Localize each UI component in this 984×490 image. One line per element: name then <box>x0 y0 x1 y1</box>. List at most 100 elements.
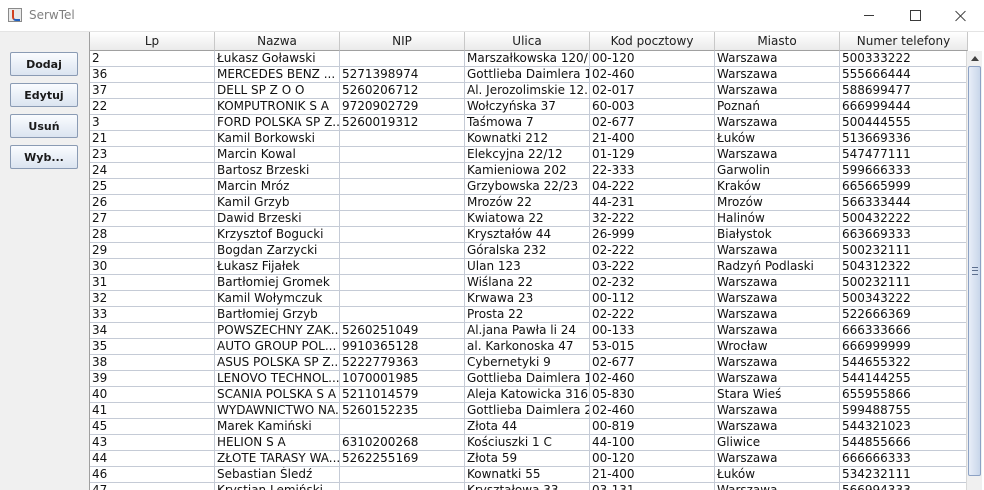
table-row[interactable]: 34 POWSZECHNY ZAK... 5260251049 Al.jana Paw… <box>90 323 968 339</box>
cell-miasto[interactable]: Poznań <box>715 99 840 115</box>
cell-numer-telefony[interactable]: 544321023 <box>840 419 968 435</box>
cell-ulica[interactable]: Krwawa 23 <box>465 291 590 307</box>
cell-miasto[interactable]: Warszawa <box>715 83 840 99</box>
cell-nazwa[interactable]: Bartosz Brzeski <box>215 163 340 179</box>
cell-kod-pocztowy[interactable]: 21-400 <box>590 467 715 483</box>
table-row[interactable]: 47 Krystian Lemiński Kryształowa 33 03-131 W… <box>90 483 968 490</box>
cell-nazwa[interactable]: Bogdan Zarzycki <box>215 243 340 259</box>
cell-miasto[interactable]: Warszawa <box>715 323 840 339</box>
cell-lp[interactable]: 41 <box>90 403 215 419</box>
table-row[interactable]: 33 Bartłomiej Grzyb Prosta 22 02-222 Warszaw… <box>90 307 968 323</box>
cell-ulica[interactable]: Ulan 123 <box>465 259 590 275</box>
cell-nazwa[interactable]: Marcin Mróz <box>215 179 340 195</box>
cell-numer-telefony[interactable]: 666999999 <box>840 339 968 355</box>
cell-kod-pocztowy[interactable]: 21-400 <box>590 131 715 147</box>
cell-nip[interactable]: 9720902729 <box>340 99 465 115</box>
cell-lp[interactable]: 43 <box>90 435 215 451</box>
table-row[interactable]: 43 HELION S A 6310200268 Kościuszki 1 C 44-1… <box>90 435 968 451</box>
cell-ulica[interactable]: Kościuszki 1 C <box>465 435 590 451</box>
cell-ulica[interactable]: Taśmowa 7 <box>465 115 590 131</box>
cell-lp[interactable]: 39 <box>90 371 215 387</box>
table-row[interactable]: 38 ASUS POLSKA SP Z... 5222779363 Cybernety… <box>90 355 968 371</box>
cell-nazwa[interactable]: ZŁOTE TARASY WA... <box>215 451 340 467</box>
cell-numer-telefony[interactable]: 588699477 <box>840 83 968 99</box>
cell-nip[interactable] <box>340 131 465 147</box>
cell-nip[interactable] <box>340 163 465 179</box>
cell-miasto[interactable]: Warszawa <box>715 371 840 387</box>
scroll-up-arrow-icon[interactable] <box>967 51 983 65</box>
cell-nazwa[interactable]: Bartłomiej Gromek <box>215 275 340 291</box>
table-row[interactable]: 39 LENOVO TECHNOL... 1070001985 Gottlieba D… <box>90 371 968 387</box>
cell-miasto[interactable]: Warszawa <box>715 451 840 467</box>
cell-lp[interactable]: 40 <box>90 387 215 403</box>
cell-ulica[interactable]: Złota 44 <box>465 419 590 435</box>
cell-lp[interactable]: 29 <box>90 243 215 259</box>
minimize-button[interactable] <box>846 0 892 31</box>
cell-kod-pocztowy[interactable]: 02-017 <box>590 83 715 99</box>
cell-nazwa[interactable]: DELL SP Z O O <box>215 83 340 99</box>
cell-lp[interactable]: 36 <box>90 67 215 83</box>
cell-lp[interactable]: 32 <box>90 291 215 307</box>
cell-nazwa[interactable]: Kamil Borkowski <box>215 131 340 147</box>
cell-kod-pocztowy[interactable]: 02-677 <box>590 355 715 371</box>
cell-ulica[interactable]: Prosta 22 <box>465 307 590 323</box>
select-button[interactable]: Wyb... <box>10 145 78 169</box>
cell-nip[interactable] <box>340 307 465 323</box>
column-header-miasto[interactable]: Miasto <box>715 32 840 51</box>
cell-nazwa[interactable]: MERCEDES BENZ ... <box>215 67 340 83</box>
cell-ulica[interactable]: Kwiatowa 22 <box>465 211 590 227</box>
cell-miasto[interactable]: Białystok <box>715 227 840 243</box>
cell-ulica[interactable]: Gottlieba Daimlera 1 <box>465 371 590 387</box>
cell-lp[interactable]: 23 <box>90 147 215 163</box>
cell-numer-telefony[interactable]: 544655322 <box>840 355 968 371</box>
column-header-ulica[interactable]: Ulica <box>465 32 590 51</box>
table-row[interactable]: 2 Łukasz Goławski Marszałkowska 120/... 00-… <box>90 51 968 67</box>
cell-miasto[interactable]: Warszawa <box>715 147 840 163</box>
cell-lp[interactable]: 28 <box>90 227 215 243</box>
cell-nip[interactable] <box>340 467 465 483</box>
cell-lp[interactable]: 33 <box>90 307 215 323</box>
cell-kod-pocztowy[interactable]: 00-120 <box>590 451 715 467</box>
cell-ulica[interactable]: Kryształów 44 <box>465 227 590 243</box>
cell-kod-pocztowy[interactable]: 03-222 <box>590 259 715 275</box>
cell-kod-pocztowy[interactable]: 02-222 <box>590 307 715 323</box>
cell-nip[interactable]: 5211014579 <box>340 387 465 403</box>
cell-lp[interactable]: 34 <box>90 323 215 339</box>
cell-ulica[interactable]: Gottlieba Daimlera 1 <box>465 67 590 83</box>
cell-numer-telefony[interactable]: 599666333 <box>840 163 968 179</box>
cell-lp[interactable]: 3 <box>90 115 215 131</box>
cell-miasto[interactable]: Warszawa <box>715 307 840 323</box>
cell-lp[interactable]: 2 <box>90 51 215 67</box>
cell-kod-pocztowy[interactable]: 02-460 <box>590 371 715 387</box>
cell-lp[interactable]: 35 <box>90 339 215 355</box>
cell-numer-telefony[interactable]: 599488755 <box>840 403 968 419</box>
cell-miasto[interactable]: Łuków <box>715 467 840 483</box>
column-header-numer-telefony[interactable]: Numer telefony <box>840 32 968 51</box>
table-row[interactable]: 26 Kamil Grzyb Mrozów 22 44-231 Mrozów 566333… <box>90 195 968 211</box>
cell-kod-pocztowy[interactable]: 02-460 <box>590 67 715 83</box>
cell-nazwa[interactable]: Łukasz Goławski <box>215 51 340 67</box>
cell-nazwa[interactable]: Krystian Lemiński <box>215 483 340 490</box>
cell-numer-telefony[interactable]: 500444555 <box>840 115 968 131</box>
cell-miasto[interactable]: Warszawa <box>715 115 840 131</box>
cell-numer-telefony[interactable]: 544855666 <box>840 435 968 451</box>
cell-lp[interactable]: 45 <box>90 419 215 435</box>
cell-lp[interactable]: 46 <box>90 467 215 483</box>
cell-miasto[interactable]: Garwolin <box>715 163 840 179</box>
cell-nip[interactable] <box>340 179 465 195</box>
close-button[interactable] <box>938 0 984 31</box>
cell-miasto[interactable]: Warszawa <box>715 419 840 435</box>
cell-kod-pocztowy[interactable]: 01-129 <box>590 147 715 163</box>
cell-ulica[interactable]: Marszałkowska 120/... <box>465 51 590 67</box>
cell-lp[interactable]: 30 <box>90 259 215 275</box>
cell-miasto[interactable]: Łuków <box>715 131 840 147</box>
cell-nazwa[interactable]: WYDAWNICTWO NA... <box>215 403 340 419</box>
cell-numer-telefony[interactable]: 663669333 <box>840 227 968 243</box>
cell-lp[interactable]: 22 <box>90 99 215 115</box>
cell-numer-telefony[interactable]: 522666369 <box>840 307 968 323</box>
cell-numer-telefony[interactable]: 666666333 <box>840 451 968 467</box>
table-row[interactable]: 35 AUTO GROUP POL... 9910365128 al. Karkono… <box>90 339 968 355</box>
cell-miasto[interactable]: Wrocław <box>715 339 840 355</box>
cell-numer-telefony[interactable]: 655955866 <box>840 387 968 403</box>
cell-miasto[interactable]: Kraków <box>715 179 840 195</box>
